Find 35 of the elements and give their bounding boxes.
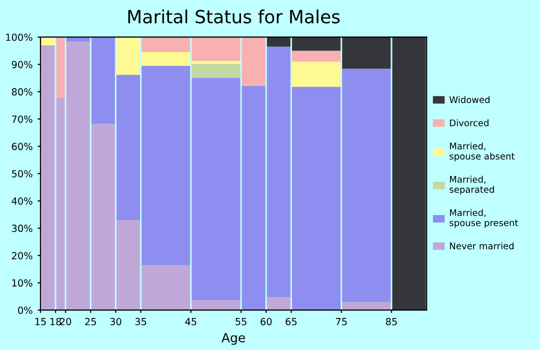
x-tick-label: 15 — [35, 318, 46, 326]
bar — [266, 296, 290, 310]
y-tick-label: 80% — [12, 88, 32, 96]
legend-label: Married, spouse absent — [450, 142, 515, 162]
x-axis-title: Age — [222, 333, 245, 345]
y-tick-label: 30% — [12, 224, 32, 232]
bar — [192, 64, 240, 78]
x-tick-label: 55 — [236, 318, 246, 326]
legend-label: Married, separated — [450, 176, 494, 195]
x-tick-label: 30 — [110, 318, 122, 326]
legend-label: Married, spouse present — [450, 209, 518, 228]
y-tick-label: 50% — [12, 170, 32, 178]
chart-title: Marital Status for Males — [128, 9, 340, 24]
x-tick-label: 60 — [260, 318, 272, 326]
legend-label: Divorced — [450, 119, 488, 126]
x-tick-label: 18 — [50, 318, 62, 326]
x-tick-label: 65 — [286, 318, 297, 326]
legend-label: Never married — [450, 242, 514, 250]
x-tick-label: 85 — [386, 318, 397, 326]
y-tick-label: 40% — [12, 197, 32, 205]
bar — [292, 50, 341, 62]
x-tick-label: 35 — [135, 318, 146, 326]
x-tick-label: 25 — [85, 318, 96, 326]
y-tick-label: 100% — [6, 34, 32, 41]
bar — [292, 62, 341, 87]
y-tick-label: 70% — [12, 115, 32, 123]
legend-label: Widowed — [449, 96, 490, 104]
y-tick-label: 90% — [12, 60, 32, 68]
y-tick-label: 0% — [18, 306, 32, 314]
x-tick-label: 75 — [336, 318, 347, 326]
y-tick-label: 60% — [12, 142, 32, 150]
y-tick-label: 20% — [12, 252, 32, 260]
y-tick-label: 10% — [12, 279, 32, 287]
x-tick-label: 45 — [185, 318, 196, 326]
x-tick-label: 20 — [60, 318, 72, 326]
